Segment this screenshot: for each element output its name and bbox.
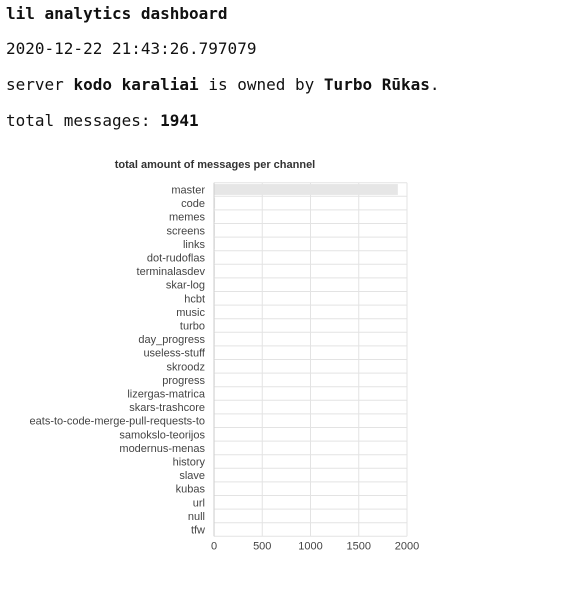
owned-by-text: is owned by bbox=[208, 75, 314, 94]
chart-title: total amount of messages per channel bbox=[115, 159, 316, 171]
category-label: slave bbox=[179, 470, 205, 482]
x-tick-label: 2000 bbox=[395, 540, 419, 552]
x-tick-label: 500 bbox=[253, 540, 271, 552]
x-tick-label: 1500 bbox=[347, 540, 371, 552]
chart-x-ticks: 0 500 1000 1500 2000 bbox=[211, 540, 419, 552]
owner-name: Turbo Rūkas bbox=[324, 75, 430, 94]
category-label: modernus-menas bbox=[119, 443, 205, 455]
category-label: music bbox=[176, 307, 205, 319]
category-label: samokslo-teorijos bbox=[119, 429, 205, 441]
category-label: terminalasdev bbox=[137, 266, 206, 278]
category-label: history bbox=[173, 457, 206, 469]
category-label: tfw bbox=[191, 525, 205, 537]
timestamp: 2020-12-22 21:43:26.797079 bbox=[6, 39, 256, 58]
category-label: code bbox=[181, 198, 205, 210]
server-prefix: server bbox=[6, 75, 64, 94]
category-label: dot-rudoflas bbox=[147, 253, 206, 265]
category-label: master bbox=[171, 185, 205, 197]
category-label: null bbox=[188, 511, 205, 523]
owner-suffix: . bbox=[430, 75, 440, 94]
total-label: total messages: bbox=[6, 111, 151, 130]
category-label: kubas bbox=[176, 484, 206, 496]
category-label: lizergas-matrica bbox=[127, 389, 206, 401]
dashboard-title: lil analytics dashboard bbox=[6, 4, 228, 23]
category-label: eats-to-code-merge-pull-requests-to bbox=[30, 416, 205, 428]
server-name: kodo karaliai bbox=[73, 75, 198, 94]
category-label: url bbox=[193, 497, 205, 509]
bar bbox=[215, 198, 216, 209]
category-label: progress bbox=[162, 375, 205, 387]
messages-per-channel-chart: total amount of messages per channel mas… bbox=[0, 150, 580, 570]
category-label: skars-trashcore bbox=[129, 402, 205, 414]
category-label: useless-stuff bbox=[143, 348, 205, 360]
bar bbox=[215, 184, 398, 195]
server-info: server kodo karaliai is owned by Turbo R… bbox=[6, 75, 440, 94]
category-label: turbo bbox=[180, 321, 205, 333]
x-tick-label: 1000 bbox=[298, 540, 322, 552]
category-label: skar-log bbox=[166, 280, 205, 292]
x-tick-label: 0 bbox=[211, 540, 217, 552]
category-label: hcbt bbox=[184, 293, 205, 305]
chart-grid bbox=[214, 183, 407, 537]
category-label: screens bbox=[166, 225, 205, 237]
total-value: 1941 bbox=[160, 111, 199, 130]
category-label: skroodz bbox=[166, 361, 205, 373]
category-label: memes bbox=[169, 212, 206, 224]
category-label: day_progress bbox=[138, 334, 205, 346]
category-label: links bbox=[183, 239, 206, 251]
total-messages: total messages: 1941 bbox=[6, 111, 199, 130]
chart-category-labels: mastercodememesscreenslinksdot-rudoflast… bbox=[30, 185, 206, 537]
